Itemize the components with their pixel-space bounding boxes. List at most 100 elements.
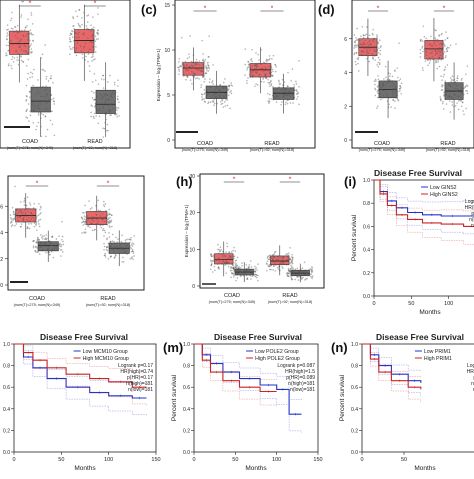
jitter-point [253, 274, 255, 277]
jitter-point [218, 250, 221, 253]
jitter-point [121, 248, 123, 251]
jitter-point [89, 208, 92, 210]
jitter-point [236, 272, 238, 274]
jitter-point [178, 66, 180, 68]
jitter-point [93, 117, 95, 120]
jitter-point [279, 97, 281, 100]
jitter-point [289, 271, 291, 273]
jitter-point [251, 275, 254, 278]
jitter-point [117, 246, 119, 248]
jitter-point [256, 269, 258, 271]
jitter-point [27, 210, 29, 213]
jitter-point [439, 98, 442, 101]
jitter-point [357, 46, 360, 49]
jitter-point [16, 212, 18, 215]
jitter-point [301, 267, 304, 270]
jitter-point [270, 79, 272, 82]
jitter-point [55, 238, 58, 240]
jitter-point [238, 267, 241, 270]
jitter-point [448, 47, 450, 49]
jitter-point [464, 85, 467, 88]
jitter-point [274, 251, 276, 253]
jitter-point [93, 26, 95, 29]
jitter-point [191, 82, 193, 85]
jitter-point [304, 274, 306, 277]
tumor-box [74, 29, 95, 54]
jitter-point [104, 252, 107, 255]
jitter-point [294, 268, 297, 271]
y-tick-label: 0 [0, 283, 3, 289]
jitter-point [377, 84, 380, 87]
jitter-point [102, 204, 105, 206]
jitter-point [198, 64, 201, 66]
jitter-point [43, 235, 45, 237]
jitter-point [80, 216, 83, 219]
jitter-point [429, 58, 432, 61]
jitter-point [222, 255, 224, 257]
jitter-point [422, 50, 424, 53]
jitter-point [268, 101, 270, 103]
jitter-point [68, 46, 71, 48]
jitter-point [270, 83, 273, 85]
ci-upper-line [194, 343, 302, 400]
jitter-point [91, 27, 93, 30]
jitter-point [216, 94, 219, 96]
jitter-point [308, 272, 311, 275]
jitter-point [209, 101, 212, 104]
jitter-point [231, 273, 234, 275]
jitter-point [69, 34, 71, 37]
jitter-point [436, 52, 439, 55]
jitter-point [235, 269, 237, 271]
jitter-point [311, 269, 313, 271]
jitter-point [91, 207, 93, 209]
jitter-point [103, 229, 106, 232]
jitter-point [27, 220, 29, 223]
jitter-point [75, 54, 78, 57]
jitter-point [222, 97, 225, 100]
jitter-point [237, 268, 239, 270]
jitter-point [229, 267, 232, 269]
axes-frame [174, 0, 316, 149]
jitter-point [233, 269, 236, 271]
jitter-point [291, 262, 294, 265]
jitter-point [453, 79, 456, 81]
jitter-point [211, 80, 214, 82]
jitter-point [255, 267, 257, 269]
legend-label: Low MCM10 Group [83, 349, 128, 355]
stat-label: n(high)=181 [126, 381, 153, 387]
jitter-point [458, 88, 460, 91]
jitter-point [11, 56, 14, 58]
jitter-point [40, 117, 42, 119]
jitter-point [277, 258, 280, 261]
jitter-point [177, 66, 179, 69]
jitter-point [19, 225, 22, 228]
jitter-point [376, 107, 378, 109]
jitter-point [291, 92, 293, 94]
jitter-point [368, 60, 370, 63]
jitter-point [273, 255, 275, 257]
jitter-point [86, 15, 88, 17]
jitter-point [39, 205, 42, 208]
jitter-point [260, 49, 262, 51]
jitter-point [60, 255, 62, 257]
jitter-point [354, 61, 357, 63]
jitter-point [380, 93, 382, 95]
jitter-point [108, 217, 110, 220]
jitter-point [57, 243, 59, 246]
x-tick-label: 100 [272, 457, 281, 463]
jitter-point [95, 222, 98, 225]
y-axis-label: Percent survival [171, 374, 178, 421]
jitter-point [113, 113, 116, 115]
jitter-point [294, 278, 296, 281]
jitter-point [84, 220, 87, 223]
jitter-point [128, 238, 130, 241]
jitter-point [367, 36, 369, 39]
jitter-point [269, 254, 271, 256]
jitter-point [92, 219, 95, 222]
ci-lower-line [374, 179, 474, 245]
jitter-point [35, 241, 37, 244]
jitter-point [274, 256, 276, 259]
jitter-point [110, 214, 113, 216]
significance-star: * [29, 1, 32, 8]
jitter-point [267, 81, 269, 84]
